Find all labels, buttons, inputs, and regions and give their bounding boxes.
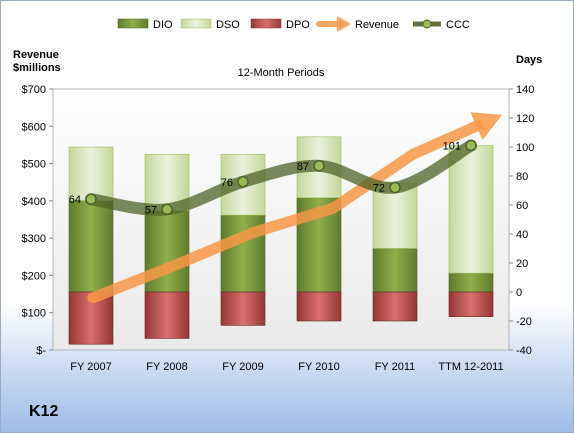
dio-bar — [372, 248, 418, 293]
dpo-bar — [372, 291, 418, 322]
left-axis: $- $100 $200 $300 $400 $500 $600 $700 — [22, 84, 53, 357]
ccc-point — [313, 160, 325, 172]
dso-bar — [68, 146, 114, 201]
legend-label-revenue: Revenue — [355, 19, 399, 31]
category-label: TTM 12-2011 — [438, 361, 503, 373]
legend-swatch-dpo — [250, 18, 282, 29]
ccc-data-label: 76 — [221, 177, 233, 189]
left-tick-label: $- — [36, 345, 46, 357]
dpo-bar — [144, 291, 190, 339]
dio-bar — [68, 200, 114, 293]
ccc-point — [237, 176, 249, 188]
ccc-point — [465, 139, 477, 152]
dpo-bar — [68, 291, 114, 345]
left-tick-label: $600 — [22, 121, 46, 133]
right-tick-label: 120 — [516, 113, 534, 125]
revenue-series — [87, 112, 503, 304]
legend-swatch-dso — [180, 18, 212, 29]
chart-title: 12-Month Periods — [238, 67, 325, 79]
legend: DIO DSO DPO Revenue CCC — [117, 16, 470, 32]
right-axis-title: Days — [516, 54, 542, 66]
legend-label-dio: DIO — [153, 19, 173, 31]
category-axis: FY 2007 FY 2008 FY 2009 FY 2010 FY 2011 TTM 1… — [70, 361, 503, 373]
legend-swatch-dio — [117, 18, 149, 29]
right-tick-label: -20 — [516, 316, 532, 328]
category-label: FY 2011 — [375, 361, 416, 373]
dso-bar — [448, 145, 494, 274]
legend-label-ccc: CCC — [446, 19, 470, 31]
right-tick-label: 60 — [516, 200, 528, 212]
right-tick-label: 100 — [516, 142, 534, 154]
dpo-bar — [448, 291, 494, 317]
right-tick-label: 40 — [516, 229, 528, 241]
right-tick-label: 0 — [516, 287, 522, 299]
ccc-data-label: 57 — [145, 204, 157, 216]
legend-swatch-ccc — [413, 19, 441, 29]
category-label: FY 2009 — [222, 361, 263, 373]
dpo-bar — [220, 291, 266, 326]
left-tick-label: $300 — [22, 233, 46, 245]
right-tick-label: -40 — [516, 345, 532, 357]
legend-swatch-revenue — [316, 16, 351, 32]
ccc-data-label: 72 — [373, 183, 385, 195]
dso-bar — [372, 182, 418, 249]
left-axis-title-line1: Revenue — [13, 49, 59, 61]
category-label: FY 2008 — [146, 361, 187, 373]
left-tick-label: $500 — [22, 159, 46, 171]
ccc-data-label: 87 — [297, 161, 309, 173]
ccc-point — [161, 203, 173, 216]
company-name: K12 — [29, 403, 59, 420]
left-tick-label: $100 — [22, 308, 46, 320]
revenue-line — [87, 119, 484, 304]
revenue-arrowhead — [470, 112, 503, 140]
left-tick-label: $400 — [22, 196, 46, 208]
dpo-bar — [296, 291, 342, 322]
right-tick-label: 140 — [516, 84, 534, 96]
left-axis-title-line2: $millions — [13, 62, 61, 74]
dio-bar — [448, 272, 494, 293]
left-tick-label: $700 — [22, 84, 46, 96]
category-label: FY 2007 — [70, 361, 111, 373]
ccc-series: 64 57 76 87 72 101 — [69, 139, 477, 216]
ccc-point — [389, 181, 401, 194]
ccc-data-label: 64 — [69, 194, 81, 206]
bars — [68, 136, 494, 345]
ccc-point — [85, 193, 97, 205]
left-tick-label: $200 — [22, 270, 46, 282]
ccc-data-label: 101 — [443, 141, 461, 153]
right-axis: -40 -20 0 20 40 60 80 100 120 140 — [509, 84, 534, 357]
right-tick-label: 20 — [516, 258, 528, 270]
right-tick-label: 80 — [516, 171, 528, 183]
legend-label-dpo: DPO — [286, 19, 310, 31]
legend-label-dso: DSO — [216, 19, 240, 31]
category-label: FY 2010 — [298, 361, 339, 373]
